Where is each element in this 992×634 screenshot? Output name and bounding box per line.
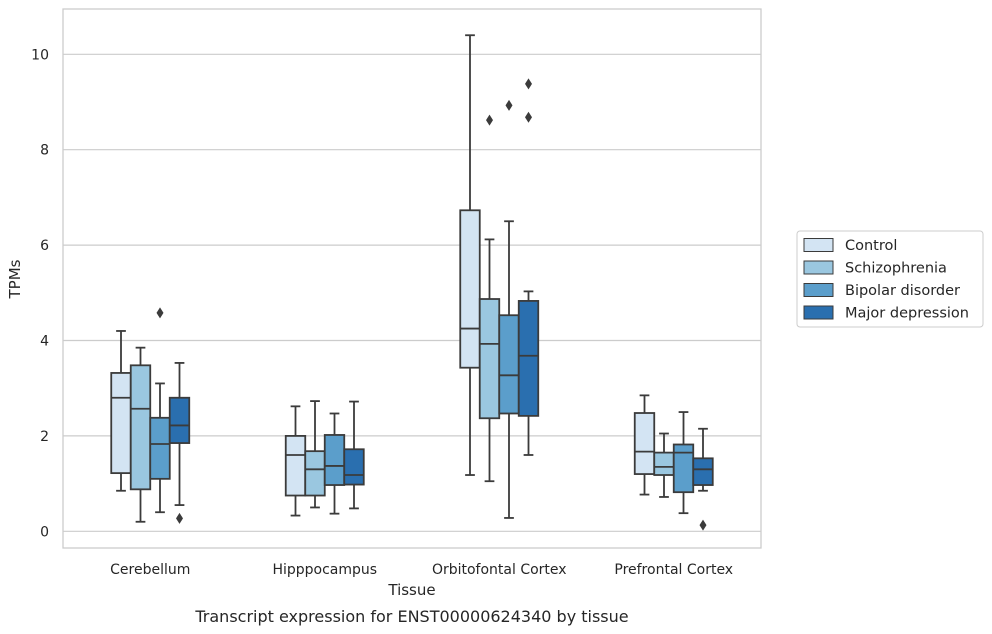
box-body — [304, 450, 326, 497]
legend-swatch — [803, 305, 834, 320]
box-body — [129, 364, 152, 491]
box-mark — [110, 330, 132, 492]
box-mark — [498, 99, 520, 519]
y-tick-labels: 0 2 4 6 8 10 — [31, 47, 49, 540]
box-body — [343, 448, 365, 486]
y-tick-label: 6 — [40, 238, 49, 254]
series-bipolar-disorder — [149, 99, 695, 519]
box-body — [459, 209, 481, 369]
x-tick-label: Cerebellum — [110, 562, 190, 578]
x-tick-label: Hipppocampus — [272, 562, 377, 578]
y-axis-title: TPMs — [6, 259, 24, 299]
box-mark — [168, 362, 191, 524]
legend: Control Schizophrenia Bipolar disorder Majo… — [796, 230, 984, 328]
box-mark — [343, 400, 365, 510]
legend-swatch — [803, 283, 834, 297]
box-body — [692, 457, 714, 486]
legend-item: Schizophrenia — [803, 260, 947, 277]
box-body — [498, 314, 520, 415]
box-mark — [672, 411, 695, 515]
box-mark — [478, 114, 501, 483]
legend-item: Major depression — [803, 305, 969, 322]
box-body — [168, 396, 191, 444]
x-axis-title: Tissue — [387, 581, 435, 599]
box-body — [110, 372, 132, 475]
outlier-point — [505, 99, 513, 111]
plot-area-frame — [62, 8, 762, 549]
box-body — [284, 435, 307, 497]
legend-swatch — [803, 260, 834, 275]
y-tick-label: 10 — [31, 47, 49, 63]
box-body — [323, 434, 346, 486]
box-mark — [129, 346, 152, 523]
chart-title: Transcript expression for ENST0000062434… — [194, 607, 628, 626]
y-tick-label: 8 — [40, 143, 49, 159]
legend-item: Control — [803, 238, 897, 254]
outlier-point — [699, 519, 707, 531]
series-major-depression — [168, 78, 714, 531]
box-body — [633, 412, 656, 475]
box-body — [653, 451, 675, 476]
x-tick-labels: Cerebellum Hipppocampus Orbitofontal Corte… — [110, 562, 733, 578]
legend-label: Major depression — [845, 306, 969, 322]
box-mark — [653, 432, 675, 498]
box-body — [517, 300, 540, 417]
box-mark — [149, 307, 171, 514]
legend-frame — [796, 230, 984, 328]
legend-label: Schizophrenia — [845, 261, 947, 277]
box-mark — [633, 394, 656, 496]
y-tick-label: 2 — [40, 429, 49, 445]
box-mark — [304, 400, 326, 509]
x-tick-label: Orbitofontal Cortex — [432, 562, 567, 578]
legend-label: Bipolar disorder — [845, 283, 960, 299]
box-plot-series — [110, 34, 714, 531]
box-body — [478, 298, 501, 420]
legend-item: Bipolar disorder — [803, 283, 960, 299]
outlier-point — [156, 307, 164, 319]
outlier-point — [525, 111, 532, 123]
box-mark — [323, 412, 346, 515]
y-tick-label: 4 — [40, 334, 49, 350]
outlier-point — [486, 114, 493, 126]
series-schizophrenia — [129, 114, 675, 523]
y-tick-label: 0 — [40, 524, 49, 540]
box-mark — [284, 405, 307, 517]
legend-swatch — [803, 238, 834, 252]
series-control — [110, 34, 656, 517]
outlier-point — [176, 512, 183, 524]
x-tick-label: Prefrontal Cortex — [614, 562, 733, 578]
legend-label: Control — [845, 238, 897, 254]
box-body — [672, 443, 695, 494]
box-mark — [692, 427, 714, 531]
outlier-point — [525, 78, 532, 90]
box-body — [149, 416, 171, 480]
box-mark — [517, 78, 540, 456]
box-mark — [459, 34, 481, 476]
